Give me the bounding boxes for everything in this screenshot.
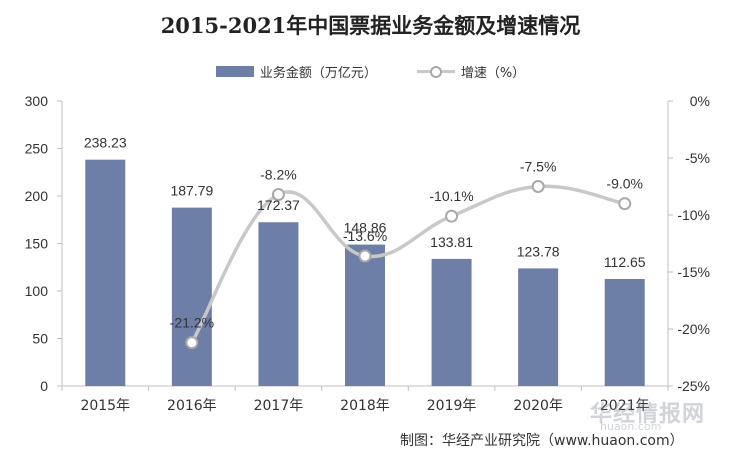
legend-line-swatch <box>416 66 455 78</box>
bar-data-label: 112.65 <box>604 254 646 270</box>
chart-legend: 业务金额（万亿元） 增速（%） <box>0 62 741 81</box>
chart-credit: 制图：华经产业研究院（www.huaon.com） <box>400 433 684 449</box>
x-tick-label: 2018年 <box>340 398 390 414</box>
x-tick-label: 2020年 <box>513 398 563 414</box>
left-tick-label: 250 <box>25 141 49 157</box>
x-tick-label: 2019年 <box>427 398 477 414</box>
legend-item-growth: 增速（%） <box>416 62 526 81</box>
growth-data-label: -21.2% <box>170 315 214 331</box>
growth-point <box>358 249 372 263</box>
bar-amount <box>604 278 645 386</box>
watermark-url: huaon.com <box>600 420 662 433</box>
x-tick-label: 2017年 <box>254 398 304 414</box>
left-tick-label: 50 <box>32 331 48 347</box>
x-tick-label: 2016年 <box>167 398 217 414</box>
bar-amount <box>518 268 559 386</box>
legend-item-amount: 业务金额（万亿元） <box>215 62 377 81</box>
bar-data-label: 123.78 <box>517 243 560 259</box>
right-tick-label: -10% <box>677 207 710 223</box>
right-tick-label: -5% <box>685 150 710 166</box>
growth-data-label: -8.2% <box>260 166 297 182</box>
bar-amount <box>85 159 126 386</box>
bar-amount <box>258 222 299 386</box>
right-tick-label: -20% <box>677 321 710 337</box>
right-tick-label: -25% <box>677 378 710 394</box>
left-tick-label: 150 <box>25 236 49 252</box>
bar-amount <box>431 258 472 386</box>
left-tick-label: 0 <box>40 378 48 394</box>
legend-label-amount: 业务金额（万亿元） <box>259 66 377 81</box>
x-tick-label: 2021年 <box>600 398 650 414</box>
growth-data-label: -13.6% <box>343 228 387 244</box>
growth-point <box>185 336 199 350</box>
bar-data-label: 187.79 <box>170 183 213 199</box>
right-tick-label: 0% <box>690 93 710 109</box>
left-tick-label: 100 <box>25 283 49 299</box>
growth-data-label: -10.1% <box>429 188 473 204</box>
growth-point <box>531 180 545 193</box>
growth-point <box>271 187 285 201</box>
bar-data-label: 148.86 <box>344 220 387 236</box>
right-tick-label: -15% <box>677 264 710 280</box>
growth-data-label: -9.0% <box>606 176 643 192</box>
watermark-logo: 华经情报网 <box>590 402 706 427</box>
bar-amount <box>171 207 212 386</box>
x-tick-label: 2015年 <box>80 398 130 414</box>
bar-amount <box>345 244 385 386</box>
bar-data-label: 172.37 <box>257 197 300 213</box>
legend-label-growth: 增速（%） <box>460 66 526 81</box>
chart-title: 2015-2021年中国票据业务金额及增速情况 <box>160 13 581 38</box>
growth-point <box>618 197 632 211</box>
growth-point <box>445 209 459 223</box>
left-tick-label: 300 <box>25 93 49 109</box>
left-tick-label: 200 <box>25 188 49 204</box>
bar-data-label: 238.23 <box>84 135 127 151</box>
legend-bar-swatch <box>215 66 254 77</box>
bar-data-label: 133.81 <box>430 234 473 250</box>
growth-data-label: -7.5% <box>520 159 557 175</box>
